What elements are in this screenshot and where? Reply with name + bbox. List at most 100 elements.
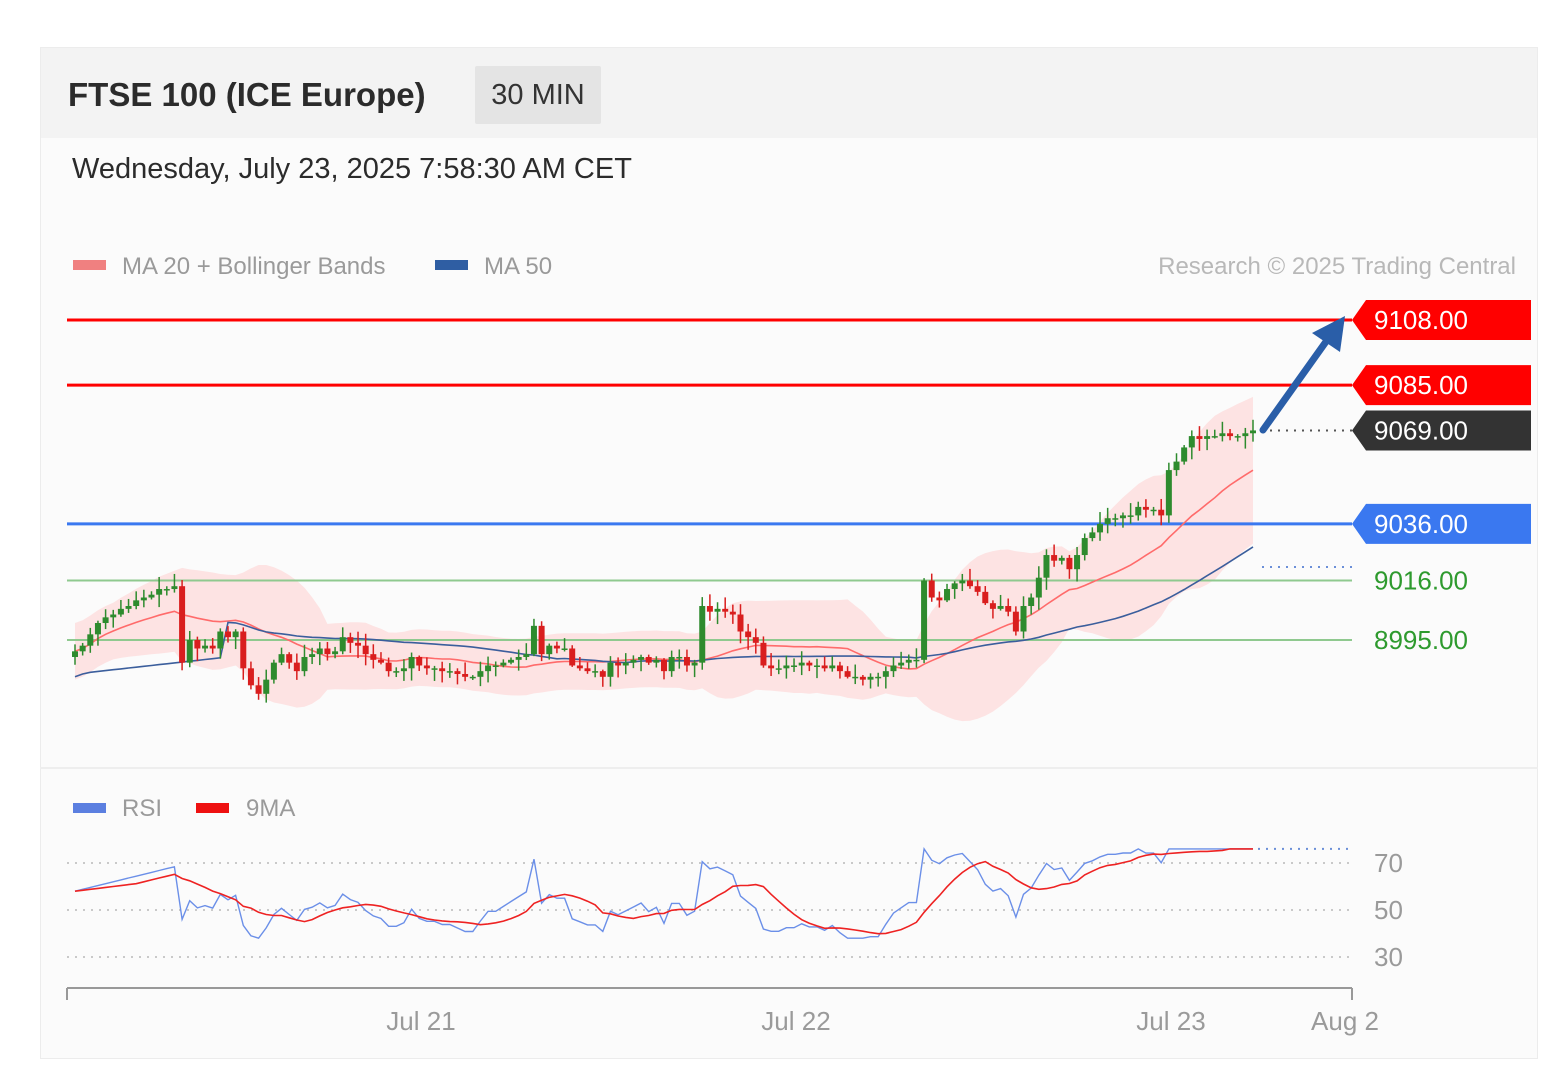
candle-down: [247, 668, 254, 686]
candle-up: [217, 631, 224, 649]
rsi-legend-label: RSI: [122, 795, 162, 822]
candle-down: [454, 671, 461, 674]
candle-down: [928, 580, 935, 598]
candle-up: [163, 589, 170, 591]
candle-up: [102, 617, 109, 624]
candle-up: [232, 631, 239, 638]
rsi-legend-swatch: [73, 803, 106, 813]
candle-down: [729, 611, 736, 615]
candle-up: [1219, 433, 1226, 437]
candle-down: [859, 676, 866, 680]
candle-up: [1074, 555, 1081, 570]
candle-up: [523, 654, 530, 657]
candle-up: [400, 668, 407, 672]
candle-up: [263, 679, 270, 694]
candle-down: [844, 671, 851, 677]
candle-up: [829, 665, 836, 669]
candle-up: [500, 662, 507, 666]
candle-up: [309, 654, 316, 657]
rsi-line: [74, 846, 1253, 940]
candle-up: [676, 656, 683, 659]
candle-up: [301, 656, 308, 672]
candle-up: [798, 662, 805, 666]
candle-up: [515, 656, 522, 660]
candle-up: [1035, 577, 1042, 598]
rsi-ma-line: [74, 848, 1253, 935]
candle-up: [1043, 555, 1050, 578]
candle-up: [1211, 436, 1218, 438]
candle-down: [982, 591, 989, 604]
pivot-price-tag: [1352, 503, 1531, 544]
candle-down: [806, 662, 813, 666]
candle-up: [477, 671, 484, 677]
candle-up: [1081, 538, 1088, 556]
candle-down: [737, 614, 744, 632]
candle-up: [890, 665, 897, 672]
candle-down: [224, 631, 231, 638]
candle-up: [775, 668, 782, 670]
candle-down: [989, 603, 996, 609]
candle-up: [408, 656, 415, 669]
rsi-ma-legend-swatch: [196, 803, 229, 813]
candle-up: [1112, 518, 1119, 520]
candle-down: [966, 580, 973, 587]
candle-up: [202, 645, 209, 649]
candle-up: [87, 634, 94, 646]
ma20-legend-label: MA 20 + Bollinger Bands: [122, 253, 386, 280]
instrument-title: FTSE 100 (ICE Europe): [68, 76, 426, 113]
candle-down: [974, 586, 981, 592]
candle-up: [1242, 433, 1249, 437]
candle-up: [867, 676, 874, 680]
x-tick-label: Jul 23: [1136, 1006, 1205, 1036]
x-tick-label: Jul 21: [386, 1006, 455, 1036]
candle-up: [79, 645, 86, 652]
candle-down: [1227, 433, 1234, 437]
ma50-legend-label: MA 50: [484, 253, 552, 280]
datetime-label: Wednesday, July 23, 2025 7:58:30 AM CET: [72, 153, 632, 185]
support-price-label: 9016.00: [1374, 566, 1468, 596]
candle-up: [431, 668, 438, 670]
x-tick-label: Jul 22: [761, 1006, 830, 1036]
candle-down: [439, 668, 446, 672]
candle-down: [752, 637, 759, 643]
candle-down: [377, 659, 384, 663]
candle-down: [324, 648, 331, 655]
candle-up: [1135, 506, 1142, 516]
candle-up: [508, 659, 515, 663]
candle-down: [255, 685, 262, 694]
candle-down: [1158, 509, 1165, 516]
price-levels: [67, 318, 1352, 641]
timeframe-badge[interactable]: 30 MIN: [475, 66, 601, 124]
candle-down: [416, 656, 423, 666]
rsi-tick-label: 70: [1374, 848, 1403, 878]
candle-down: [745, 631, 752, 638]
candle-up: [638, 656, 645, 660]
resistance-price-tag: [1352, 300, 1531, 340]
candle-up: [592, 671, 599, 673]
candle-down: [538, 625, 545, 655]
pivot-price-label: 9036.00: [1374, 509, 1468, 539]
resistance-price-label: 9108.00: [1374, 305, 1468, 335]
candle-down: [462, 673, 469, 677]
candle-down: [821, 665, 828, 669]
candle-up: [653, 659, 660, 663]
candle-up: [1028, 597, 1035, 607]
candle-up: [714, 608, 721, 612]
chart-card: FTSE 100 (ICE Europe) 30 MIN Wednesday, …: [40, 47, 1538, 1059]
candle-up: [1127, 515, 1134, 517]
level-labels: 9108.00 9085.00 9069.00 9036.00 9016.00 8995.…: [1352, 300, 1531, 655]
candle-up: [898, 662, 905, 666]
candle-down: [683, 656, 690, 666]
candle-up: [140, 597, 147, 601]
candle-up: [783, 665, 790, 669]
candle-up: [1250, 430, 1256, 434]
candle-up: [852, 676, 859, 679]
forecast-arrow: [1259, 332, 1334, 434]
candle-up: [944, 589, 951, 601]
candle-up: [339, 637, 346, 652]
candle-down: [584, 668, 591, 672]
candle-down: [645, 656, 652, 663]
candle-up: [905, 659, 912, 663]
candle-up: [1089, 532, 1096, 539]
candle-up: [171, 586, 178, 590]
